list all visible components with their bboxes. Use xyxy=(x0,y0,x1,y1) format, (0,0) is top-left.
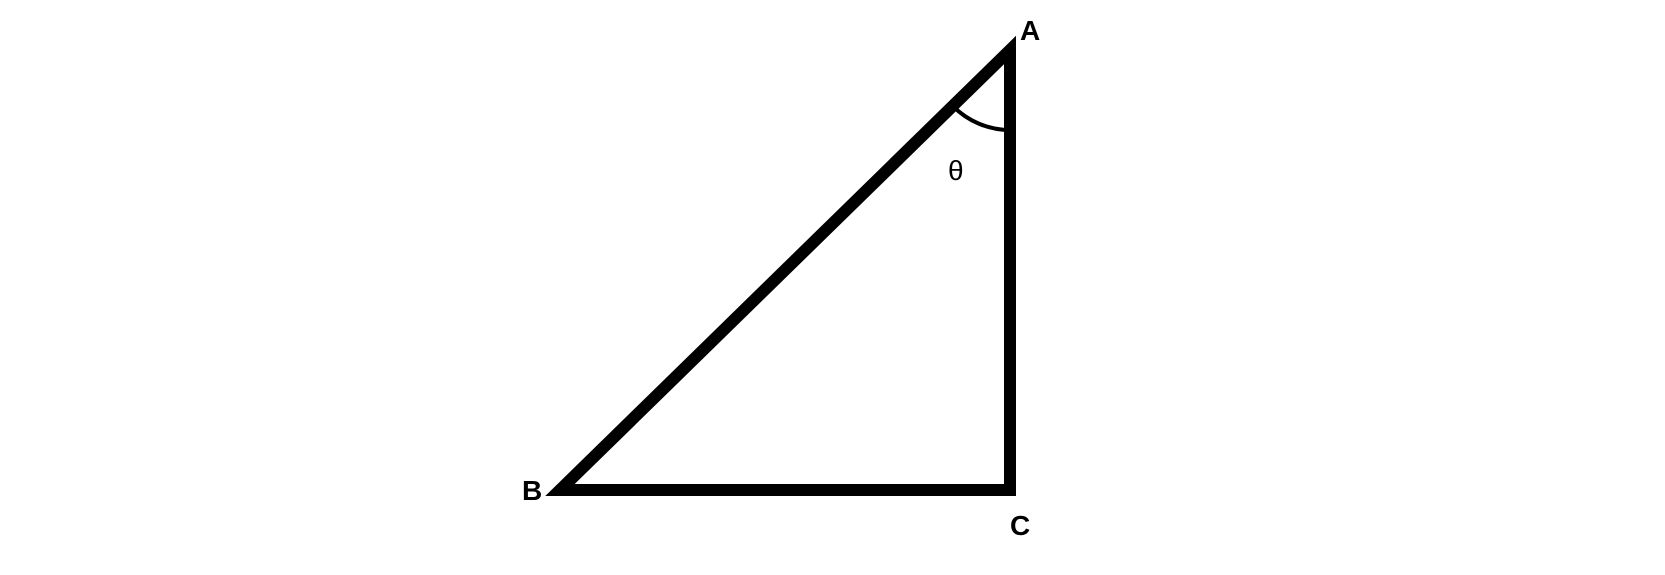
vertex-label-b: B xyxy=(522,475,543,507)
triangle-svg xyxy=(0,0,1665,575)
angle-arc xyxy=(953,106,1010,130)
vertex-label-c: C xyxy=(1010,510,1031,542)
vertex-label-a: A xyxy=(1020,15,1041,47)
angle-label-theta: θ xyxy=(948,155,964,187)
triangle-shape xyxy=(560,50,1010,490)
triangle-diagram: A B C θ xyxy=(0,0,1665,575)
